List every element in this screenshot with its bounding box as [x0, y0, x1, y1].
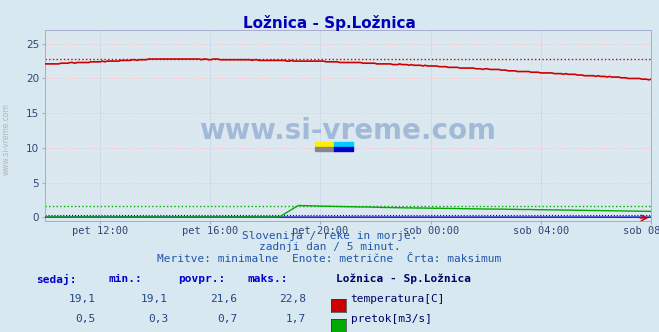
Text: 0,7: 0,7: [217, 314, 237, 324]
Bar: [315, 146, 334, 151]
Text: Ložnica - Sp.Ložnica: Ložnica - Sp.Ložnica: [243, 15, 416, 31]
Text: maks.:: maks.:: [247, 274, 287, 284]
Text: povpr.:: povpr.:: [178, 274, 225, 284]
Text: 1,7: 1,7: [286, 314, 306, 324]
Text: pretok[m3/s]: pretok[m3/s]: [351, 314, 432, 324]
Text: Slovenija / reke in morje.: Slovenija / reke in morje.: [242, 231, 417, 241]
Text: 19,1: 19,1: [69, 294, 96, 304]
Text: Ložnica - Sp.Ložnica: Ložnica - Sp.Ložnica: [336, 274, 471, 285]
Text: sedaj:: sedaj:: [36, 274, 76, 285]
Text: 21,6: 21,6: [210, 294, 237, 304]
Text: www.si-vreme.com: www.si-vreme.com: [200, 117, 496, 145]
Text: 22,8: 22,8: [279, 294, 306, 304]
Text: 0,3: 0,3: [148, 314, 168, 324]
Text: zadnji dan / 5 minut.: zadnji dan / 5 minut.: [258, 242, 401, 252]
Text: Meritve: minimalne  Enote: metrične  Črta: maksimum: Meritve: minimalne Enote: metrične Črta:…: [158, 254, 501, 264]
Text: min.:: min.:: [109, 274, 142, 284]
Text: 0,5: 0,5: [75, 314, 96, 324]
Bar: [334, 142, 353, 146]
Text: 19,1: 19,1: [141, 294, 168, 304]
Bar: [315, 142, 334, 146]
Text: www.si-vreme.com: www.si-vreme.com: [2, 104, 11, 175]
Bar: [334, 146, 353, 151]
Text: temperatura[C]: temperatura[C]: [351, 294, 445, 304]
